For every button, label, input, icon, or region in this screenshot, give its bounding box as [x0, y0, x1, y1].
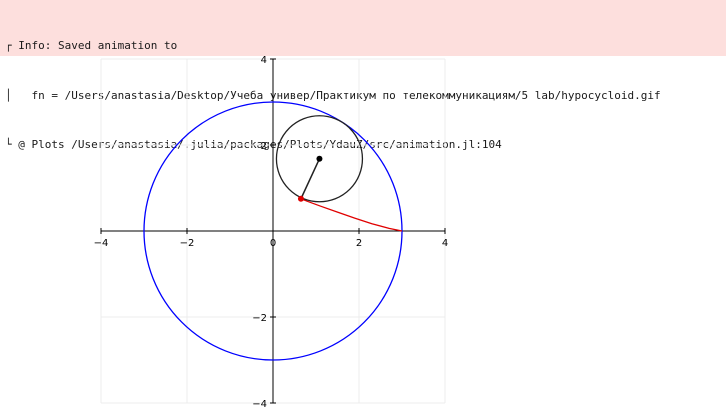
log-line-filename: │ fn = /Users/anastasia/Desktop/Учеба ун…: [5, 88, 661, 102]
circle-center-point: [316, 155, 323, 162]
x-tick-label-4: 4: [442, 238, 448, 249]
y-tick-label-0: −4: [252, 399, 267, 410]
radius-segment: [300, 158, 321, 200]
log-line-info: ┌ Info: Saved animation to: [5, 39, 178, 52]
y-tick-label-3: 2: [261, 141, 267, 152]
x-tick-label-3: 2: [356, 238, 362, 249]
y-tick-label-4: 4: [261, 56, 267, 66]
y-tick-label-1: −2: [252, 313, 267, 324]
x-tick-label-1: −2: [180, 238, 195, 249]
hypocycloid-plot: −4 −2 0 2 4 −4 −2 2 4: [0, 56, 726, 412]
x-tick-label-0: −4: [94, 238, 109, 249]
hypocycloid-chart: −4 −2 0 2 4 −4 −2 2 4: [94, 56, 449, 410]
info-log-output: ┌ Info: Saved animation to │ fn = /Users…: [0, 0, 726, 151]
x-tick-label-2: 0: [270, 238, 276, 249]
rolling-circle: [275, 115, 364, 203]
tracing-point: [297, 195, 304, 202]
hypocycloid-trace: [300, 198, 403, 232]
